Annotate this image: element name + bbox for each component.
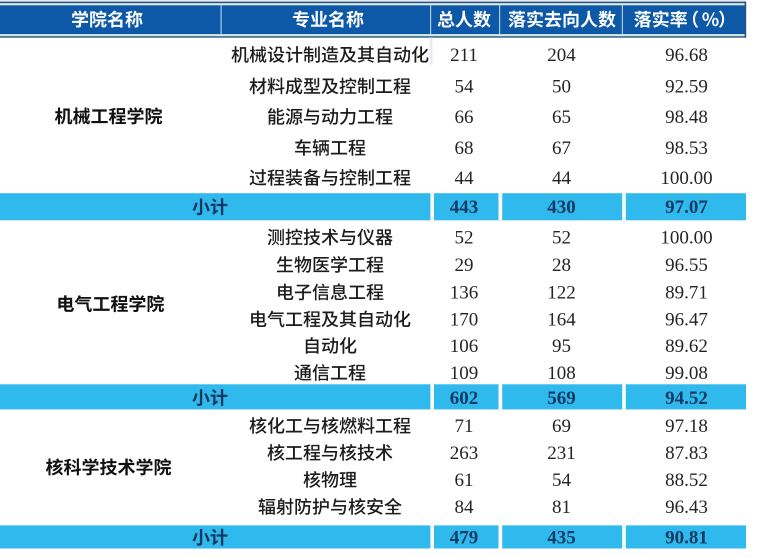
svg-text:97.07: 97.07 [665,197,708,218]
svg-text:108: 108 [547,363,576,384]
svg-text:95: 95 [552,336,571,357]
svg-text:479: 479 [450,528,479,549]
svg-text:211: 211 [450,45,478,66]
svg-text:100.00: 100.00 [660,168,712,189]
svg-text:96.55: 96.55 [665,255,708,276]
svg-text:569: 569 [547,388,576,409]
svg-text:28: 28 [552,255,571,276]
svg-text:89.62: 89.62 [665,336,708,357]
svg-text:99.08: 99.08 [665,363,708,384]
svg-text:435: 435 [547,528,576,549]
svg-text:109: 109 [450,363,479,384]
svg-text:50: 50 [552,76,571,97]
svg-text:89.71: 89.71 [665,282,708,303]
svg-text:98.48: 98.48 [665,107,708,128]
svg-text:61: 61 [455,470,474,491]
svg-text:94.52: 94.52 [665,388,708,409]
svg-text:66: 66 [455,107,474,128]
svg-text:443: 443 [450,197,479,218]
svg-text:29: 29 [455,255,474,276]
svg-text:98.53: 98.53 [665,138,708,159]
svg-text:164: 164 [547,309,576,330]
svg-text:96.68: 96.68 [665,45,708,66]
svg-text:430: 430 [547,197,576,218]
svg-text:52: 52 [552,227,571,248]
svg-text:90.81: 90.81 [665,528,708,549]
svg-text:71: 71 [455,416,474,437]
svg-text:231: 231 [547,443,576,464]
svg-text:106: 106 [450,336,479,357]
svg-text:97.18: 97.18 [665,416,708,437]
svg-text:204: 204 [547,45,576,66]
svg-text:136: 136 [450,282,479,303]
svg-text:69: 69 [552,416,571,437]
svg-text:88.52: 88.52 [665,470,708,491]
svg-text:96.43: 96.43 [665,497,708,518]
svg-text:87.83: 87.83 [665,443,708,464]
svg-text:122: 122 [547,282,576,303]
svg-text:54: 54 [455,76,475,97]
svg-text:67: 67 [552,138,571,159]
svg-text:68: 68 [455,138,474,159]
svg-text:44: 44 [455,168,475,189]
svg-text:263: 263 [450,443,479,464]
svg-text:170: 170 [450,309,479,330]
svg-text:92.59: 92.59 [665,76,708,97]
svg-text:100.00: 100.00 [660,227,712,248]
svg-text:81: 81 [552,497,571,518]
svg-text:52: 52 [455,227,474,248]
svg-text:602: 602 [450,388,479,409]
svg-text:44: 44 [552,168,572,189]
svg-text:84: 84 [455,497,475,518]
svg-text:96.47: 96.47 [665,309,708,330]
svg-text:65: 65 [552,107,571,128]
svg-text:54: 54 [552,470,572,491]
